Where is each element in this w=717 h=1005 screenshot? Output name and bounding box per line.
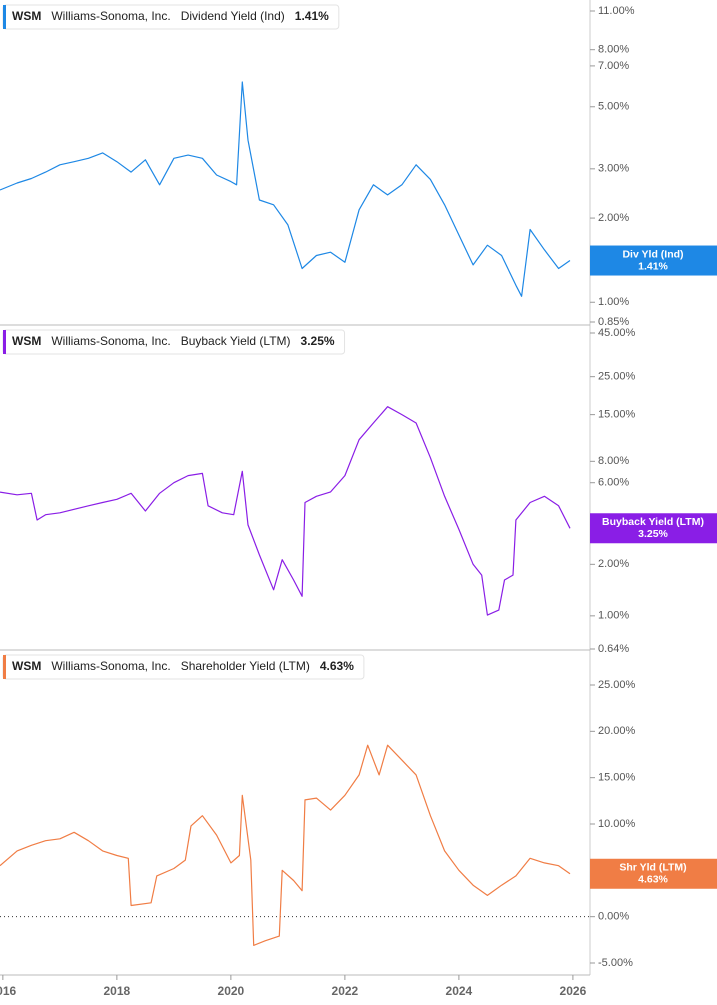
badge-value: 4.63% [638, 874, 668, 886]
y-tick-label: 2.00% [598, 558, 629, 570]
x-tick-label: 2020 [218, 984, 245, 998]
y-tick-label: 25.00% [598, 679, 636, 691]
y-tick-label: 2.00% [598, 212, 629, 224]
y-tick-label: 10.00% [598, 818, 636, 830]
header-metric: Shareholder Yield (LTM) [181, 659, 310, 673]
y-tick-label: 6.00% [598, 477, 629, 489]
y-tick-label: 0.00% [598, 911, 629, 923]
y-tick-label: -5.00% [598, 957, 633, 969]
y-tick-label: 8.00% [598, 44, 629, 56]
badge-name: Div Yld (Ind) [622, 248, 683, 260]
x-tick-label: 2016 [0, 984, 17, 998]
header-company: Williams-Sonoma, Inc. [51, 659, 170, 673]
y-tick-label: 5.00% [598, 101, 629, 113]
y-tick-label: 1.00% [598, 296, 629, 308]
header-ticker: WSM [12, 334, 41, 348]
series-line [0, 406, 571, 616]
y-tick-label: 0.85% [598, 316, 629, 328]
header-metric: Buyback Yield (LTM) [181, 334, 291, 348]
header-ticker: WSM [12, 9, 41, 23]
y-tick-label: 11.00% [598, 5, 635, 17]
y-tick-label: 15.00% [598, 772, 636, 784]
series-line [0, 81, 571, 297]
badge-value: 1.41% [638, 260, 668, 272]
y-tick-label: 1.00% [598, 610, 629, 622]
header-company: Williams-Sonoma, Inc. [51, 334, 170, 348]
x-tick-label: 2018 [104, 984, 131, 998]
header-accent [3, 655, 6, 679]
header-last-label: 3.25% [301, 334, 335, 348]
header-ticker: WSM [12, 659, 41, 673]
x-tick-label: 2024 [446, 984, 473, 998]
y-tick-label: 20.00% [598, 725, 636, 737]
x-tick-label: 2026 [560, 984, 587, 998]
y-tick-label: 8.00% [598, 455, 629, 467]
y-tick-label: 25.00% [598, 371, 636, 383]
series-line [0, 744, 571, 947]
header-last-label: 1.41% [295, 9, 329, 23]
x-tick-label: 2022 [332, 984, 359, 998]
value-badge [590, 513, 717, 544]
y-tick-label: 7.00% [598, 60, 629, 72]
y-tick-label: 45.00% [598, 327, 636, 339]
value-badge [590, 858, 717, 889]
header-metric: Dividend Yield (Ind) [181, 9, 285, 23]
badge-value: 3.25% [638, 528, 668, 540]
y-tick-label: 15.00% [598, 409, 636, 421]
badge-name: Buyback Yield (LTM) [602, 516, 704, 528]
value-badge [590, 245, 717, 276]
header-accent [3, 5, 6, 29]
header-last-label: 4.63% [320, 659, 354, 673]
header-accent [3, 330, 6, 354]
header-company: Williams-Sonoma, Inc. [51, 9, 170, 23]
y-tick-label: 3.00% [598, 163, 629, 175]
y-tick-label: 0.64% [598, 643, 629, 655]
badge-name: Shr Yld (LTM) [619, 862, 686, 874]
